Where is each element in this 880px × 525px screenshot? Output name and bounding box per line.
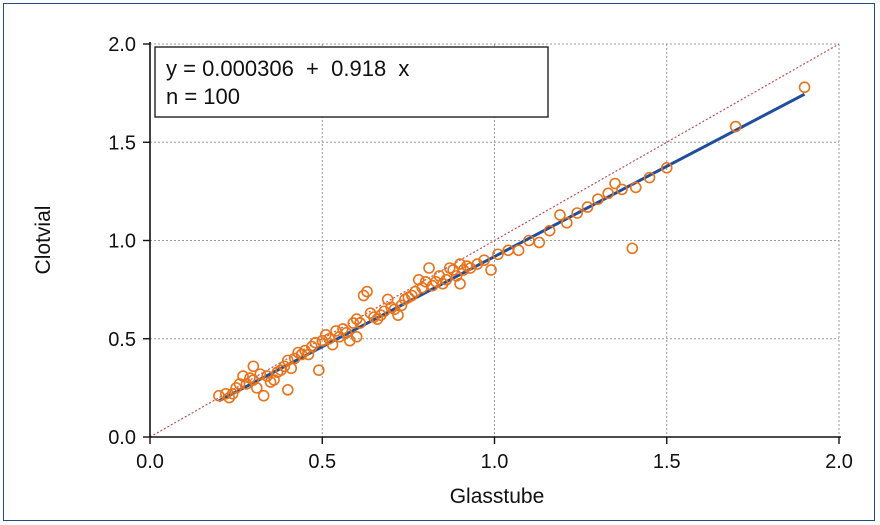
data-point: [226, 387, 239, 400]
data-point: [316, 334, 329, 347]
data-point: [609, 177, 621, 190]
data-point: [492, 248, 504, 261]
data-point: [485, 264, 497, 276]
data-point: [350, 330, 363, 343]
x-tick-label: 2.0: [825, 451, 853, 473]
data-point: [729, 120, 742, 133]
data-point: [454, 258, 466, 270]
data-point: [447, 264, 459, 276]
data-point: [247, 360, 260, 373]
data-point: [629, 181, 642, 194]
data-point: [602, 187, 614, 200]
data-point: [478, 254, 490, 266]
data-point: [361, 285, 373, 298]
y-tick-label: 1.0: [108, 231, 136, 253]
x-tick-label: 0.5: [308, 451, 336, 473]
y-tick-label: 2.0: [108, 34, 136, 56]
data-point: [561, 217, 573, 229]
x-axis-title: Glasstube: [450, 485, 545, 508]
data-point: [512, 244, 525, 257]
data-point: [326, 338, 339, 351]
data-point: [643, 171, 656, 184]
data-point: [309, 336, 322, 349]
data-point: [285, 362, 298, 375]
data-point: [313, 364, 325, 376]
data-point: [616, 183, 628, 196]
data-point: [254, 368, 267, 380]
y-tick-label: 0.5: [108, 329, 136, 351]
data-point: [281, 384, 294, 396]
data-point: [392, 309, 404, 321]
data-point: [533, 236, 546, 249]
x-tick-label: 1.5: [653, 451, 681, 473]
axes: [149, 42, 841, 438]
data-point: [554, 209, 566, 221]
sample-size-text: n = 100: [166, 84, 240, 109]
x-tick-label: 0.0: [136, 451, 164, 473]
data-point: [454, 277, 466, 290]
equation-box-border: [154, 46, 549, 118]
data-point: [543, 224, 556, 237]
data-point: [395, 299, 408, 312]
data-point: [250, 382, 263, 394]
y-axis-title: Clotvial: [32, 206, 55, 275]
data-point: [423, 262, 435, 274]
data-point: [330, 325, 342, 337]
data-point: [440, 273, 453, 286]
data-point: [798, 81, 811, 94]
data-point: [581, 201, 594, 213]
data-points: [213, 81, 811, 404]
equation-box: y = 0.000306 + 0.918 x n = 100: [154, 46, 549, 118]
equation-text: y = 0.000306 + 0.918 x: [166, 56, 409, 81]
x-tick-label: 1.0: [481, 451, 509, 473]
y-tick-label: 1.5: [108, 132, 136, 154]
data-point: [592, 193, 604, 206]
y-tick-label: 0.0: [108, 427, 136, 449]
tick-labels: 0.0 0.5 1.0 1.5 2.0 0.0 0.5 1.0 1.5 2.0: [108, 34, 853, 473]
data-point: [571, 207, 583, 219]
data-point: [257, 389, 270, 402]
data-point: [660, 161, 673, 174]
data-point: [354, 317, 366, 329]
data-point: [278, 360, 291, 373]
data-point: [626, 242, 639, 255]
